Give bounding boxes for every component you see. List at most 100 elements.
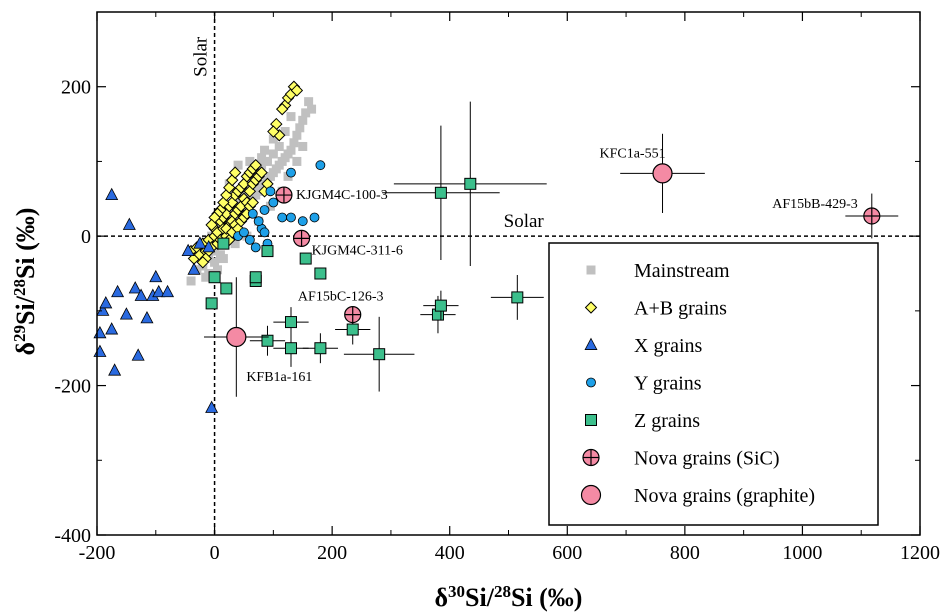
x-grain-point — [119, 307, 133, 320]
mainstream-point — [262, 156, 272, 166]
nova-graphite-point — [226, 326, 247, 348]
mainstream-point — [298, 141, 308, 151]
plot-area: Solar Solar KJGM4C-100-3 KJGM4C-311-6 AF15bC… — [93, 12, 920, 535]
z-grain-point — [314, 342, 327, 355]
legend-marker — [586, 265, 596, 275]
legend: Mainstream A+B grains X grains Y grains Z gr… — [548, 242, 879, 526]
ab-grain-point — [275, 102, 289, 116]
y-grain-point — [259, 227, 270, 238]
axis-title-part: Si (‰) — [511, 583, 583, 612]
z-grain-point — [261, 334, 274, 347]
x-grain-point — [93, 344, 107, 357]
x-tick-label: 200 — [317, 542, 347, 564]
series-nova-grains-graphite — [203, 133, 705, 397]
x-grain-point — [205, 400, 219, 413]
legend-item-mainstream: Mainstream — [586, 260, 730, 282]
legend-label: Mainstream — [634, 260, 730, 282]
axis-title-part: Si/ — [11, 295, 40, 325]
x-grain-point — [108, 363, 122, 376]
ab-grain-point — [228, 166, 242, 179]
y-grain-point — [268, 197, 279, 208]
x-tick-label: 400 — [435, 542, 465, 564]
mainstream-point — [307, 104, 317, 114]
legend-marker — [586, 377, 596, 388]
series-z-grains — [205, 101, 547, 392]
legend-marker — [582, 448, 600, 467]
x-tick-label: -200 — [79, 542, 116, 564]
legend-item-x-grains: X grains — [584, 335, 703, 357]
y-grain-point — [259, 205, 270, 215]
z-grain-point — [464, 177, 477, 190]
solar-horizontal-label: Solar — [504, 211, 545, 232]
z-grain-point — [346, 323, 359, 336]
x-grain-point — [140, 310, 154, 324]
x-tick-label: 1200 — [900, 542, 940, 564]
legend-item-nova-grains-sic: Nova grains (SiC) — [582, 448, 780, 470]
axis-title-part: 29 — [10, 325, 29, 342]
z-grain-point — [249, 271, 262, 284]
point-annotation: AF15bC-126-3 — [298, 290, 384, 305]
axes: -200 0 200 400 600 800 1000 1200-400-2000200δ30… — [10, 11, 940, 612]
x-grain-point — [96, 303, 110, 316]
mainstream-point — [245, 156, 255, 166]
x-grain-point — [99, 296, 113, 309]
z-grain-point — [434, 186, 447, 199]
ab-grain-point — [267, 125, 280, 138]
mainstream-point — [230, 239, 240, 249]
x-grain-point — [111, 284, 125, 298]
x-grain-point — [152, 284, 166, 298]
mainstream-point — [268, 134, 278, 144]
legend-marker — [585, 414, 597, 426]
x-grain-point — [105, 322, 119, 335]
y-grain-point — [286, 212, 296, 223]
legend-item-nova-grains-graphite: Nova grains (graphite) — [580, 484, 815, 507]
x-grain-point — [128, 281, 142, 294]
mainstream-point — [213, 265, 223, 275]
x-tick-label: 1000 — [782, 542, 822, 564]
z-grain-point — [220, 282, 233, 295]
z-grain-point — [284, 342, 297, 355]
mainstream-point — [292, 130, 302, 140]
axis-title-part: 30 — [448, 582, 465, 601]
y-grain-point — [309, 212, 320, 223]
y-grain-point — [297, 216, 308, 227]
series-nova-grains-sic — [275, 186, 899, 324]
y-grain-point — [277, 212, 288, 223]
x-grain-point — [122, 217, 136, 230]
z-grain-point — [208, 271, 221, 284]
legend-marker — [580, 484, 602, 506]
mainstream-point — [274, 141, 284, 151]
x-grain-point — [202, 239, 216, 253]
x-grain-point — [105, 187, 119, 201]
nova-sic-point — [292, 229, 311, 247]
ab-grain-point — [205, 218, 218, 232]
y-tick-label: -200 — [54, 376, 91, 398]
mainstream-point — [210, 257, 220, 267]
point-annotation: KFC1a-551 — [599, 146, 665, 161]
legend-label: Z grains — [634, 410, 700, 432]
z-grain-point — [314, 267, 327, 280]
legend-label: X grains — [634, 335, 703, 357]
legend-marker — [584, 301, 598, 314]
mainstream-point — [260, 145, 270, 155]
legend-label: Y grains — [634, 373, 702, 395]
y-grain-point — [315, 160, 326, 171]
z-grain-point — [299, 252, 312, 265]
x-grain-point — [193, 236, 207, 249]
z-grain-point — [511, 291, 524, 304]
x-axis-title: δ30Si/28Si (‰) — [435, 582, 583, 612]
mainstream-point — [257, 153, 267, 163]
axis-title-part: 28 — [10, 279, 29, 296]
mainstream-point — [289, 138, 299, 148]
z-grain-point — [284, 316, 297, 329]
mainstream-point — [292, 156, 302, 166]
x-tick-label: 800 — [670, 542, 700, 564]
x-grain-point — [161, 284, 175, 298]
point-annotation: AF15bB-429-3 — [772, 197, 858, 212]
mainstream-point — [301, 108, 311, 118]
x-grain-point — [134, 288, 148, 301]
x-tick-label: 600 — [552, 542, 582, 564]
y-grain-point — [265, 186, 276, 197]
axis-title-part: δ — [11, 342, 40, 356]
x-grain-point — [93, 325, 107, 339]
